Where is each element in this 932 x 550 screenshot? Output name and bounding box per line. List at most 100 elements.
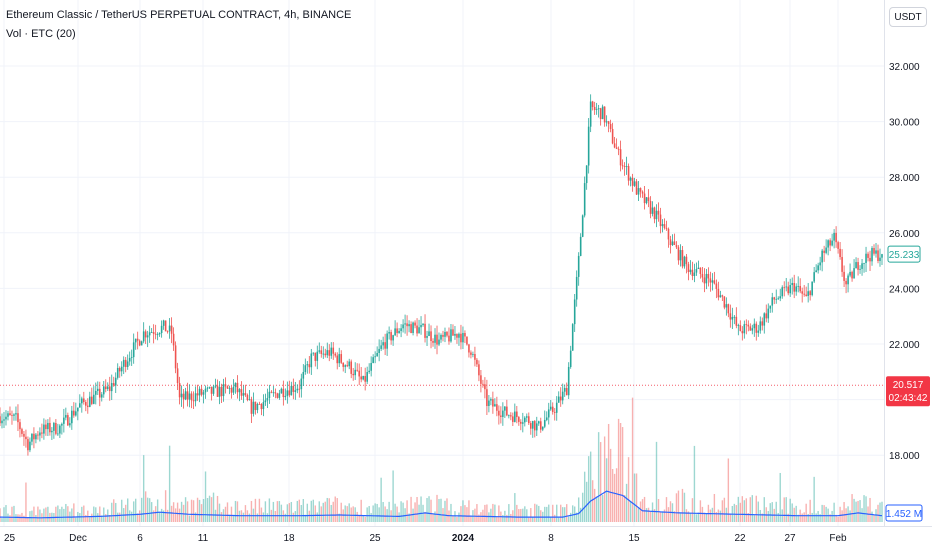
- candle-body: [835, 232, 837, 243]
- symbol-title[interactable]: Ethereum Classic / TetherUS PERPETUAL CO…: [6, 9, 352, 21]
- candle-body: [631, 177, 634, 186]
- candle: [533, 420, 536, 438]
- volume-bar: [57, 505, 59, 522]
- candle-body: [238, 389, 241, 393]
- candle-body: [713, 280, 716, 284]
- candle-body: [180, 393, 183, 398]
- volume-bar: [681, 488, 684, 522]
- currency-button[interactable]: USDT: [889, 7, 927, 27]
- candle: [324, 348, 327, 358]
- candle-body: [537, 421, 540, 424]
- volume-bar: [316, 512, 318, 522]
- candle-body: [498, 410, 500, 416]
- volume-bar: [226, 502, 229, 522]
- volume-bar: [288, 503, 291, 522]
- candle: [61, 422, 63, 435]
- candle-body: [577, 255, 580, 277]
- candle-body: [815, 270, 817, 273]
- candle: [226, 385, 229, 389]
- x-tick-label: 22: [734, 533, 746, 544]
- volume-bar: [75, 517, 77, 522]
- candle-body: [466, 336, 468, 345]
- volume-bar: [234, 500, 237, 522]
- candle: [857, 257, 859, 276]
- volume-bar: [374, 503, 376, 522]
- volume-bar: [168, 445, 171, 522]
- candle: [785, 277, 788, 292]
- candle: [737, 323, 740, 336]
- candle: [649, 196, 652, 219]
- candle: [152, 324, 155, 344]
- candle: [661, 219, 664, 233]
- candle-body: [414, 322, 416, 326]
- volume-bar: [478, 514, 480, 522]
- candle: [484, 377, 486, 399]
- volume-bar: [216, 495, 219, 522]
- x-tick-label: 25: [4, 533, 16, 544]
- candle-body: [617, 148, 620, 150]
- candle-body: [166, 331, 169, 333]
- candle-body: [563, 387, 566, 392]
- volume-bar: [863, 495, 865, 522]
- candle-body: [426, 335, 428, 338]
- volume-bar: [346, 506, 348, 522]
- volume-bar: [212, 492, 215, 522]
- candle-body: [689, 269, 692, 273]
- candle: [645, 196, 648, 205]
- volume-bar: [294, 511, 297, 522]
- candle: [272, 385, 275, 397]
- volume-bar: [256, 513, 259, 522]
- volume-bar: [220, 512, 223, 522]
- candle-body: [452, 329, 454, 336]
- candle: [839, 241, 841, 260]
- candle: [144, 329, 147, 344]
- candle-body: [420, 325, 422, 328]
- volume-bar: [97, 513, 99, 522]
- volume-bar: [408, 513, 410, 522]
- candle-body: [146, 335, 149, 338]
- candle: [452, 324, 454, 336]
- volume-bar: [258, 498, 261, 522]
- volume-bar: [394, 503, 396, 522]
- volume-bar: [142, 455, 145, 522]
- candle-body: [597, 108, 600, 110]
- volume-bar: [45, 507, 47, 522]
- volume-bar: [172, 502, 175, 522]
- volume-bar: [3, 507, 5, 522]
- candle: [695, 262, 698, 276]
- candle-body: [11, 415, 13, 416]
- candle: [274, 388, 277, 399]
- x-tick-label: 27: [784, 533, 796, 544]
- volume-bar: [779, 472, 781, 522]
- candle: [326, 342, 329, 359]
- candle-body: [725, 304, 728, 308]
- candle-body: [490, 399, 492, 401]
- candle: [543, 410, 546, 429]
- volume-bar: [444, 500, 446, 522]
- candle-body: [615, 147, 618, 149]
- candle-body: [154, 333, 157, 335]
- volume-bar: [763, 497, 765, 522]
- volume-bar: [719, 510, 722, 522]
- candle: [823, 245, 825, 262]
- candle: [408, 320, 410, 333]
- volume-bar: [691, 498, 694, 522]
- volume-bar: [512, 510, 514, 522]
- candle: [294, 381, 297, 400]
- candle: [166, 330, 169, 334]
- volume-bar: [583, 471, 586, 522]
- last-price-tag: [887, 245, 921, 263]
- candle-body: [613, 143, 616, 148]
- volume-bar: [795, 505, 797, 522]
- volume-indicator-label[interactable]: Vol · ETC (20): [6, 28, 76, 40]
- candle: [707, 267, 710, 287]
- volume-bar: [85, 514, 87, 522]
- candle: [47, 419, 49, 437]
- candle: [352, 367, 354, 381]
- candle: [635, 179, 638, 196]
- volume-bar: [162, 510, 165, 522]
- volume-bar: [15, 514, 17, 522]
- candle: [689, 260, 692, 275]
- candle: [863, 262, 865, 273]
